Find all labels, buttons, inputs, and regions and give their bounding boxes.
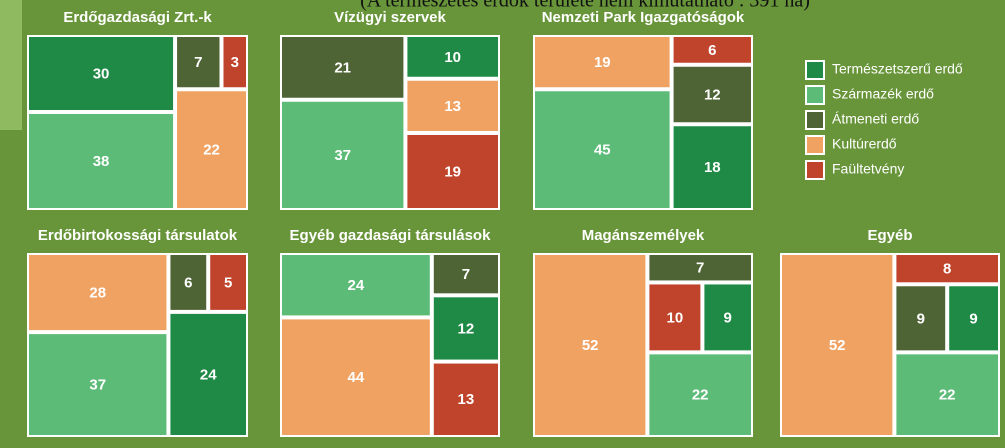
cell-label: 12 xyxy=(704,86,721,103)
cell-label: 21 xyxy=(334,59,351,76)
cell-label: 10 xyxy=(667,309,684,326)
chart-title: Magánszemélyek xyxy=(582,227,705,244)
treemap-cell xyxy=(29,37,174,110)
legend-swatch xyxy=(805,60,825,80)
treemap-cell xyxy=(282,319,430,435)
treemap-cell xyxy=(896,255,998,283)
cell-label: 24 xyxy=(348,277,365,294)
treemap-cell xyxy=(223,37,246,88)
cell-label: 13 xyxy=(444,98,461,115)
treemap-cell xyxy=(535,255,646,435)
legend-label: Átmeneti erdő xyxy=(832,111,919,127)
cell-label: 38 xyxy=(93,153,110,170)
chart-title: Erdőbirtokossági társulatok xyxy=(38,227,238,244)
cell-label: 18 xyxy=(704,159,721,176)
legend-label: Kultúrerdő xyxy=(832,136,897,152)
treemap-cell xyxy=(177,37,220,88)
treemap-cell xyxy=(282,255,430,316)
cell-label: 10 xyxy=(444,49,461,66)
treemap-cell xyxy=(649,284,701,351)
chart-title: Egyéb xyxy=(867,227,912,244)
treemap-cell xyxy=(782,255,893,435)
cell-label: 8 xyxy=(943,261,951,278)
cell-label: 9 xyxy=(724,309,732,326)
cell-label: 22 xyxy=(939,387,956,404)
treemap-cell xyxy=(433,363,498,435)
chart-title: Egyéb gazdasági társulások xyxy=(290,227,492,244)
cell-label: 44 xyxy=(348,369,365,386)
treemap-cell xyxy=(177,91,246,208)
cell-label: 28 xyxy=(89,285,106,302)
treemap-cell xyxy=(170,255,207,310)
treemap-cell xyxy=(210,255,246,310)
cell-label: 30 xyxy=(93,65,110,82)
cell-label: 22 xyxy=(692,387,709,404)
cell-label: 3 xyxy=(231,54,239,71)
chart-title: Erdőgazdasági Zrt.-k xyxy=(63,9,212,26)
treemap-cell xyxy=(649,354,751,435)
cell-label: 9 xyxy=(917,310,925,327)
treemap-cell xyxy=(535,37,670,88)
treemap-cell xyxy=(29,255,167,331)
legend-label: Faültetvény xyxy=(832,161,904,177)
treemap-cell xyxy=(673,66,751,123)
cell-label: 6 xyxy=(708,42,716,59)
chart-title: Vízügyi szervek xyxy=(334,9,446,26)
treemap-cell xyxy=(433,255,498,294)
cell-label: 37 xyxy=(334,147,351,164)
cell-label: 45 xyxy=(594,142,611,159)
cell-label: 19 xyxy=(594,54,611,71)
legend-swatch xyxy=(805,135,825,155)
cell-label: 24 xyxy=(200,366,217,383)
treemap-cell xyxy=(673,37,751,63)
cell-label: 7 xyxy=(194,54,202,71)
legend-swatch xyxy=(805,160,825,180)
treemap-cell xyxy=(282,37,404,98)
cell-label: 22 xyxy=(203,142,220,159)
cell-label: 7 xyxy=(696,260,704,277)
treemap-cell xyxy=(433,297,498,360)
treemap-cell xyxy=(896,286,946,351)
treemap-cell xyxy=(896,354,998,435)
legend-swatch xyxy=(805,85,825,105)
cell-label: 5 xyxy=(224,274,232,291)
treemap-cell xyxy=(535,91,670,208)
legend-label: Természetszerű erdő xyxy=(832,61,963,77)
cell-label: 6 xyxy=(184,274,192,291)
treemap-cell xyxy=(29,334,167,435)
chart-title: Nemzeti Park Igazgatóságok xyxy=(542,9,745,26)
treemap-cell xyxy=(170,313,246,435)
background-strip xyxy=(0,0,22,130)
cell-label: 12 xyxy=(458,320,475,337)
cell-label: 37 xyxy=(89,377,106,394)
cell-label: 9 xyxy=(969,310,977,327)
treemap-cell xyxy=(673,126,751,208)
cell-label: 52 xyxy=(829,337,846,354)
treemap-cell xyxy=(407,37,498,77)
legend-label: Származék erdő xyxy=(832,86,934,102)
treemap-cell xyxy=(29,114,174,208)
treemap-cell xyxy=(649,255,751,281)
cell-label: 19 xyxy=(444,163,461,180)
cell-label: 13 xyxy=(458,391,475,408)
cell-label: 52 xyxy=(582,337,599,354)
treemap-cell xyxy=(704,284,751,351)
treemap-cell xyxy=(407,80,498,131)
treemap-cell xyxy=(407,135,498,208)
note: (A természetes erdők területe nem kimuta… xyxy=(360,0,810,12)
treemap-cell xyxy=(282,101,404,208)
legend-swatch xyxy=(805,110,825,130)
cell-label: 7 xyxy=(462,266,470,283)
treemap-cell xyxy=(949,286,998,351)
